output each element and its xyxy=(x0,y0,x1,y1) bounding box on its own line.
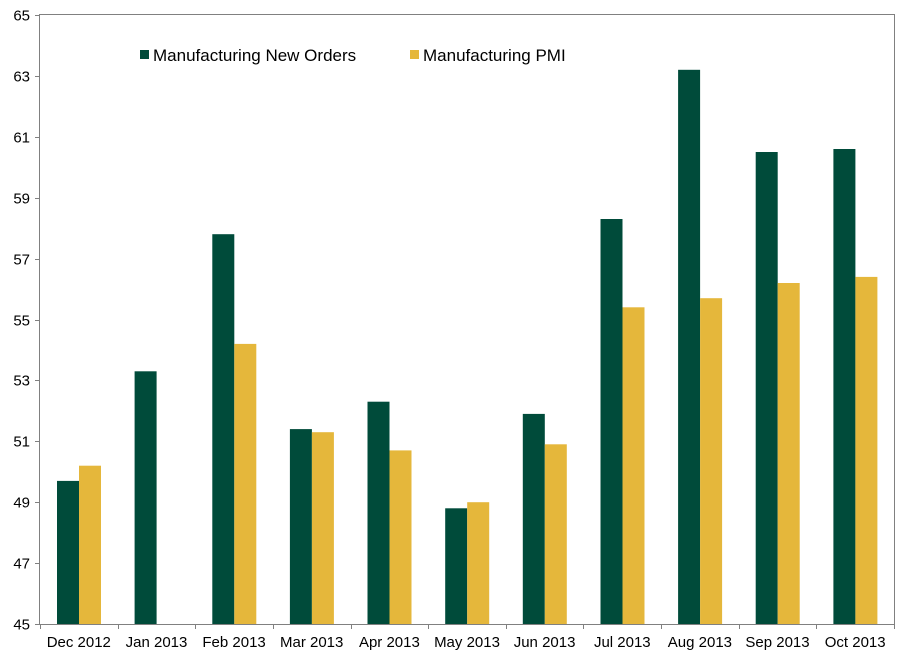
bar-pmi-mar-2013 xyxy=(311,432,334,624)
bar-pmi-oct-2013 xyxy=(855,276,878,624)
bar-new-orders-feb-2013 xyxy=(212,234,235,624)
x-tick-label-aug-2013: Aug 2013 xyxy=(668,634,732,651)
x-tick-label-mar-2013: Mar 2013 xyxy=(280,634,343,651)
y-tick-label-59: 59 xyxy=(13,191,30,208)
x-tick-label-jul-2013: Jul 2013 xyxy=(594,634,651,651)
x-tick-label-jun-2013: Jun 2013 xyxy=(514,634,576,651)
y-tick-label-45: 45 xyxy=(13,617,30,634)
bar-new-orders-mar-2013 xyxy=(289,429,312,624)
y-tick-label-61: 61 xyxy=(13,130,30,147)
y-tick-label-47: 47 xyxy=(13,556,30,573)
y-tick-label-63: 63 xyxy=(13,69,30,86)
x-tick-label-jan-2013: Jan 2013 xyxy=(126,634,188,651)
bar-new-orders-apr-2013 xyxy=(367,401,390,624)
legend-label-new-orders: Manufacturing New Orders xyxy=(153,46,356,65)
y-tick-label-65: 65 xyxy=(13,8,30,25)
bar-pmi-apr-2013 xyxy=(389,450,412,624)
x-tick-label-feb-2013: Feb 2013 xyxy=(202,634,265,651)
x-tick-label-oct-2013: Oct 2013 xyxy=(825,634,886,651)
legend-label-pmi: Manufacturing PMI xyxy=(423,46,566,65)
bar-new-orders-jul-2013 xyxy=(600,219,623,624)
bar-new-orders-dec-2012 xyxy=(57,480,79,624)
plot-area-border xyxy=(39,14,895,625)
x-tick-label-may-2013: May 2013 xyxy=(434,634,500,651)
y-tick-label-57: 57 xyxy=(13,252,30,269)
x-tick-label-sep-2013: Sep 2013 xyxy=(745,634,809,651)
legend-swatch-pmi xyxy=(410,50,419,59)
bar-new-orders-may-2013 xyxy=(445,508,468,624)
bar-new-orders-jun-2013 xyxy=(522,413,545,624)
legend: Manufacturing New Orders Manufacturing P… xyxy=(140,46,566,65)
bar-pmi-dec-2012 xyxy=(79,465,101,624)
bar-new-orders-jan-2013 xyxy=(134,371,157,624)
y-tick-label-49: 49 xyxy=(13,495,30,512)
x-axis: Dec 2012 Jan 2013 Feb 2013 Mar 2013 Apr 2013… xyxy=(40,624,895,651)
bar-pmi-may-2013 xyxy=(467,502,490,624)
y-axis: 45 47 49 51 53 55 57 59 61 63 65 xyxy=(13,8,40,634)
bar-pmi-jun-2013 xyxy=(544,444,567,624)
y-tick-label-55: 55 xyxy=(13,313,30,330)
bar-pmi-sep-2013 xyxy=(777,283,800,624)
bar-new-orders-aug-2013 xyxy=(678,69,701,625)
bar-pmi-feb-2013 xyxy=(234,343,257,624)
bar-new-orders-oct-2013 xyxy=(833,149,856,624)
bars-group xyxy=(57,69,878,625)
x-tick-label-dec-2012: Dec 2012 xyxy=(47,634,111,651)
y-tick-label-51: 51 xyxy=(13,434,30,451)
bar-pmi-jul-2013 xyxy=(622,307,645,624)
legend-swatch-new-orders xyxy=(140,50,149,59)
bar-pmi-aug-2013 xyxy=(700,298,723,624)
bar-new-orders-sep-2013 xyxy=(755,152,778,624)
y-tick-label-53: 53 xyxy=(13,373,30,390)
x-tick-label-apr-2013: Apr 2013 xyxy=(359,634,420,651)
